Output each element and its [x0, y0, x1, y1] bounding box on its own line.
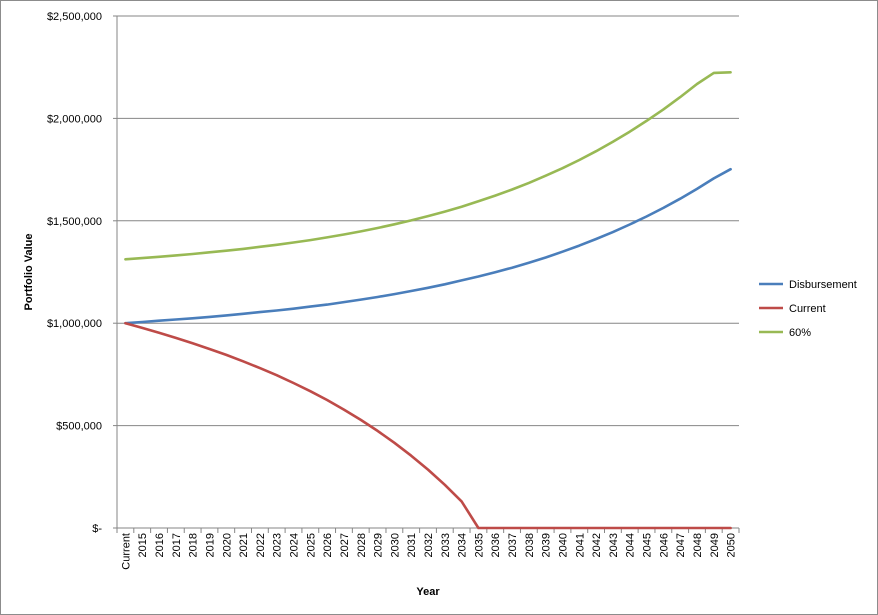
- x-tick-label: 2023: [272, 533, 284, 557]
- x-tick-label: 2047: [675, 533, 687, 557]
- x-tick-label: 2027: [339, 533, 351, 557]
- series-line-current: [124, 321, 732, 530]
- x-tick-label: 2046: [658, 533, 670, 557]
- x-tick-label: 2036: [490, 533, 502, 557]
- x-tick-label: 2015: [137, 533, 149, 557]
- series-line-disbursement: [124, 167, 732, 325]
- x-tick-label: 2039: [541, 533, 553, 557]
- y-axis-title: Portfolio Value: [23, 233, 35, 310]
- x-tick-label: 2034: [457, 533, 469, 557]
- gridlines: [113, 15, 739, 529]
- y-tick-labels: $- $500,000 $1,000,000 $1,500,000 $2,000,000…: [47, 11, 102, 535]
- y-tick-label: $2,500,000: [47, 11, 102, 23]
- x-tick-label: 2025: [305, 533, 317, 557]
- x-tick-label: 2031: [406, 533, 418, 557]
- x-tick-label: 2030: [389, 533, 401, 557]
- x-tick-label: 2044: [625, 533, 637, 557]
- x-tick-label: 2042: [591, 533, 603, 557]
- axes: [116, 16, 740, 533]
- legend-label: Disbursement: [789, 279, 857, 291]
- x-tick-label: 2050: [726, 533, 738, 557]
- x-tick-label: 2040: [557, 533, 569, 557]
- x-tick-label: 2024: [289, 533, 301, 557]
- x-tick-label: 2045: [642, 533, 654, 557]
- x-tick-label: 2019: [204, 533, 216, 557]
- x-tick-label: 2049: [709, 533, 721, 557]
- x-tick-label: 2037: [507, 533, 519, 557]
- x-tick-label: 2016: [154, 533, 166, 557]
- x-tick-label: 2032: [423, 533, 435, 557]
- x-tick-label: 2020: [221, 533, 233, 557]
- x-tick-label: 2043: [608, 533, 620, 557]
- x-axis-title: Year: [416, 586, 440, 598]
- x-tick-label: 2038: [524, 533, 536, 557]
- x-tick-label: 2018: [188, 533, 200, 557]
- x-tick-label: 2017: [171, 533, 183, 557]
- series-line-60-: [124, 71, 732, 261]
- x-tick-label: 2048: [692, 533, 704, 557]
- x-tick-labels: Current 2015 2016 2017 2018 2019 2020 2021 2022 2…: [120, 533, 737, 570]
- x-tick-label: 2041: [574, 533, 586, 557]
- series-lines: [124, 71, 732, 530]
- x-tick-label: 2026: [322, 533, 334, 557]
- y-tick-label: $-: [92, 523, 102, 535]
- x-tick-label: 2021: [238, 533, 250, 557]
- x-tick-label: 2035: [473, 533, 485, 557]
- x-tick-label: 2033: [440, 533, 452, 557]
- x-tick-label: 2022: [255, 533, 267, 557]
- y-tick-label: $2,000,000: [47, 113, 102, 125]
- legend: Disbursement Current 60%: [759, 279, 857, 339]
- x-tick-label: Current: [120, 533, 132, 570]
- y-tick-label: $1,500,000: [47, 216, 102, 228]
- x-tick-label: 2028: [356, 533, 368, 557]
- x-tick-label: 2029: [373, 533, 385, 557]
- legend-label: 60%: [789, 327, 811, 339]
- y-tick-label: $500,000: [56, 421, 102, 433]
- y-tick-label: $1,000,000: [47, 318, 102, 330]
- legend-label: Current: [789, 303, 826, 315]
